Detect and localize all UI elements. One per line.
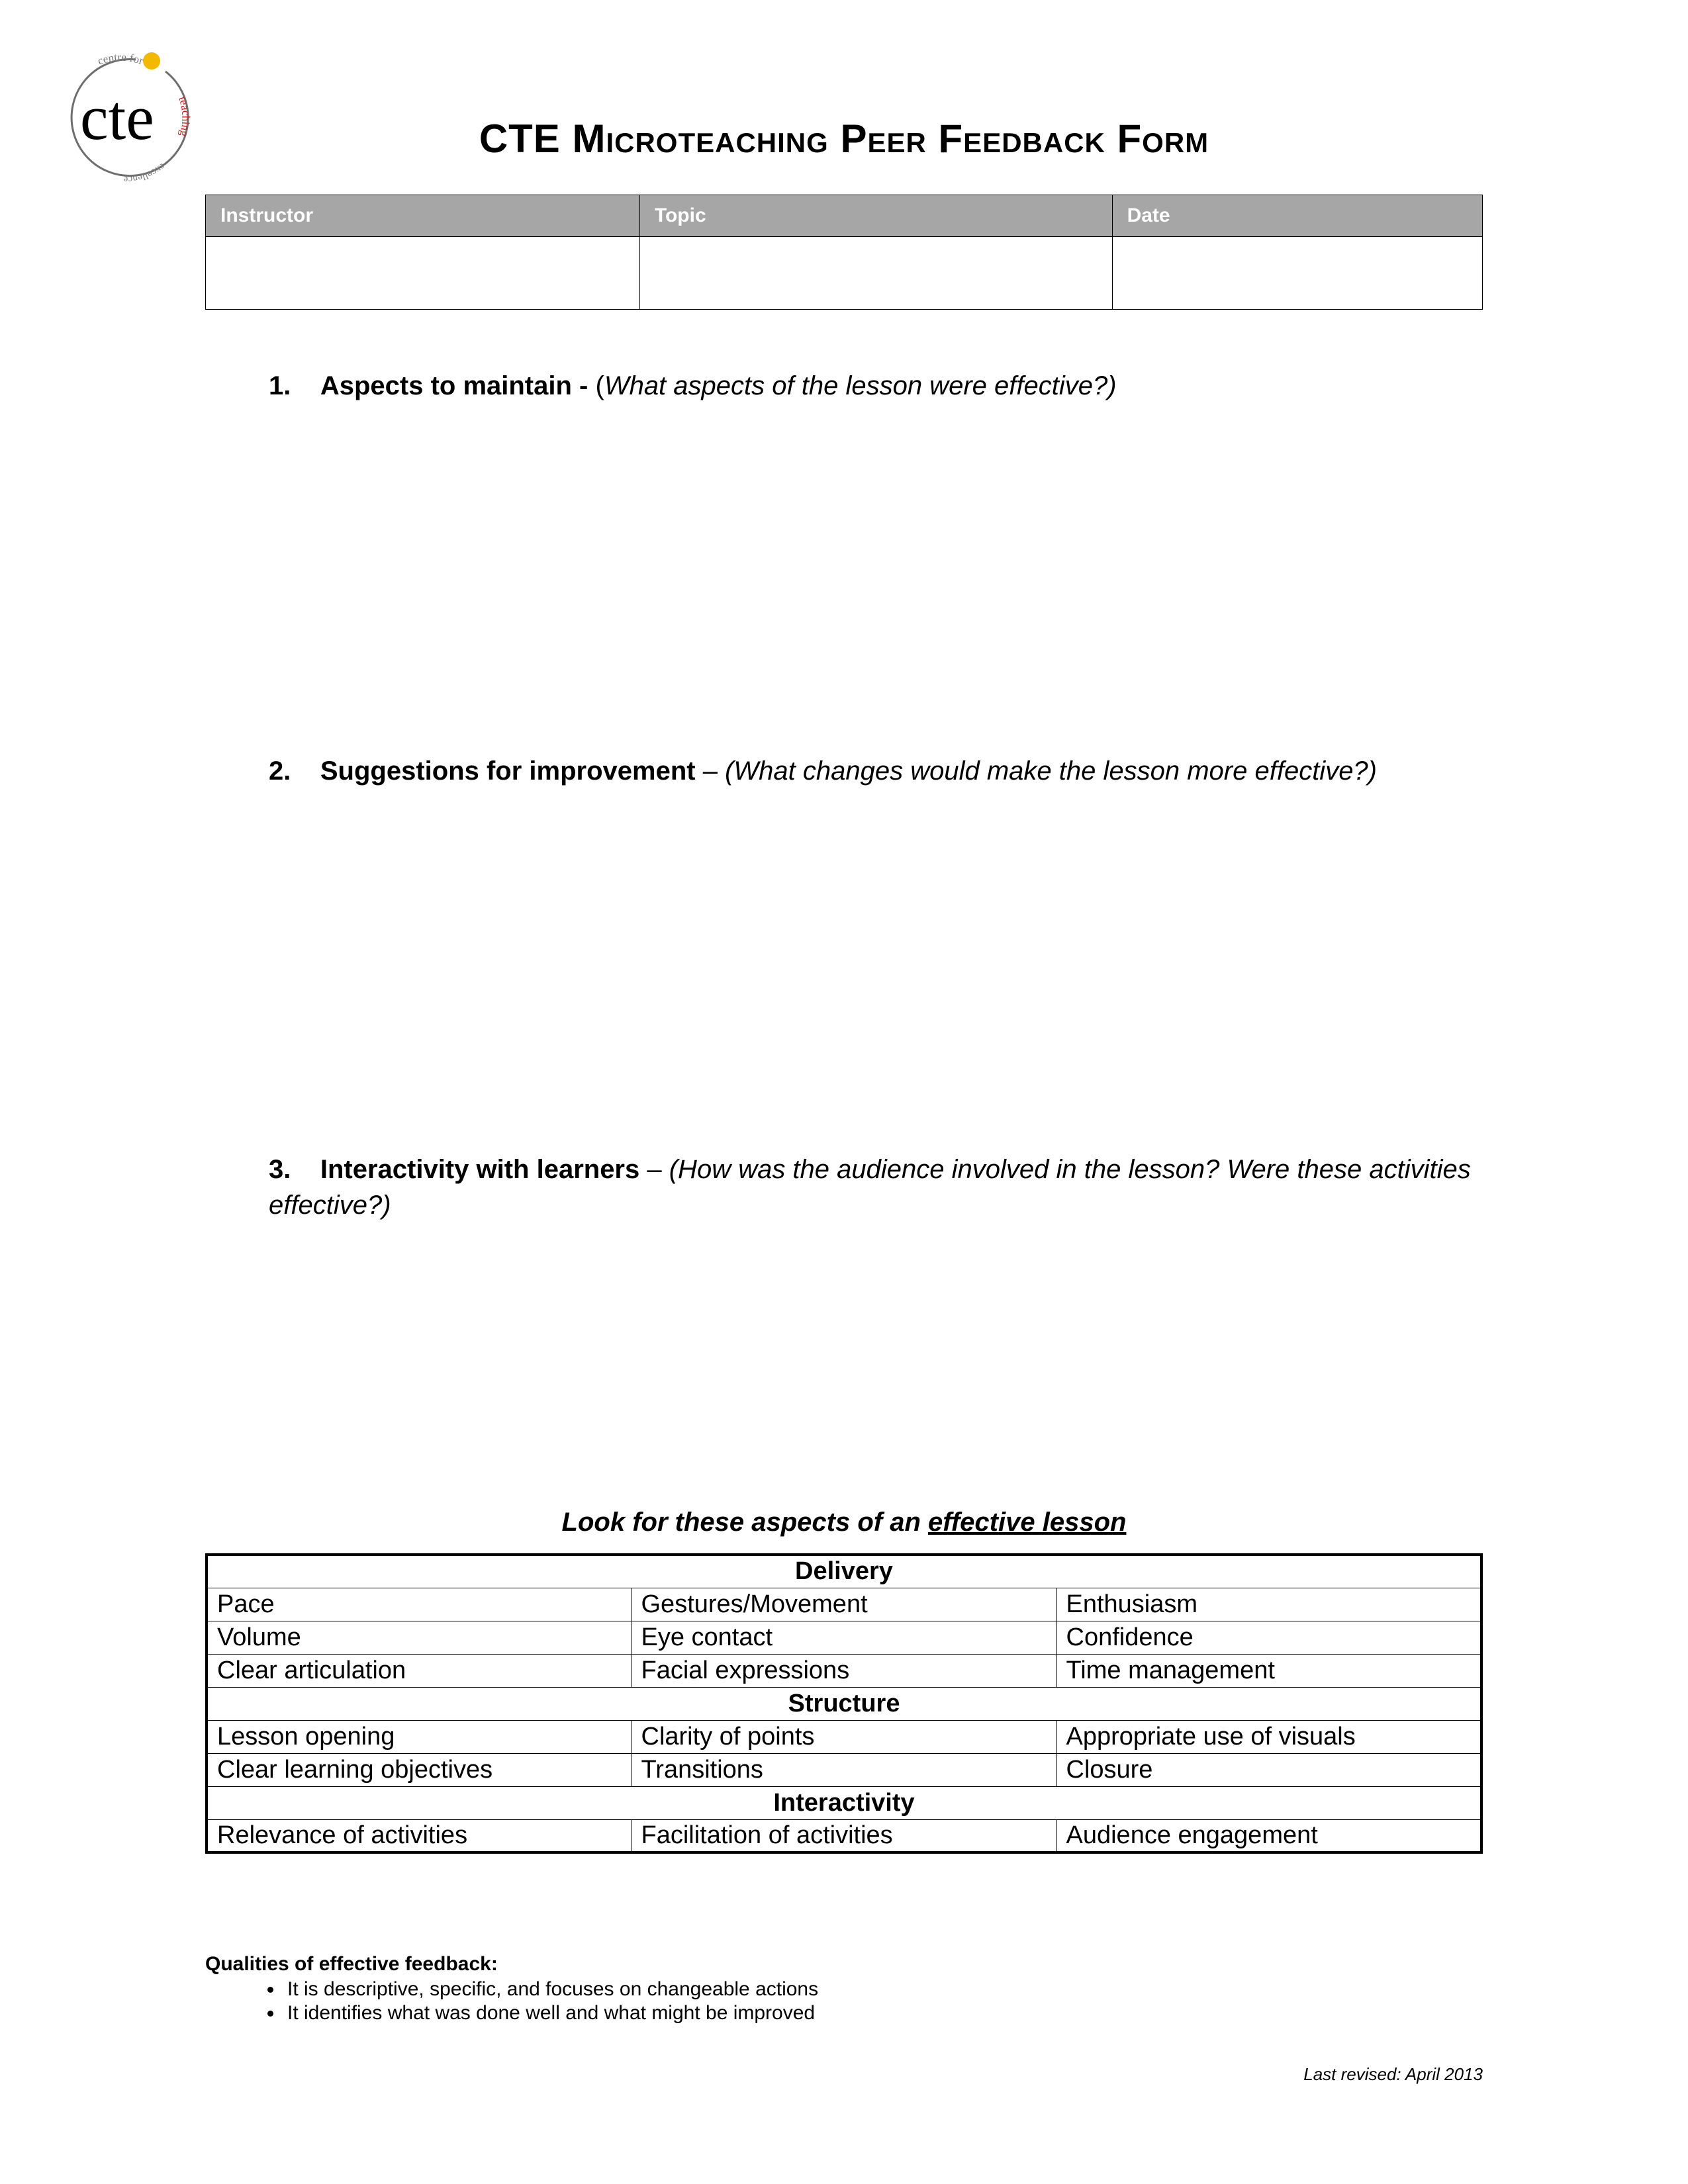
section-1: 1. Aspects to maintain - (What aspects o…: [205, 368, 1483, 404]
aspects-heading-pre: Look for these aspects of an: [562, 1508, 928, 1537]
aspects-heading: Look for these aspects of an effective l…: [205, 1508, 1483, 1537]
date-field[interactable]: [1112, 237, 1482, 310]
section-2-num: 2.: [269, 756, 291, 786]
qualities-title: Qualities of effective feedback:: [205, 1953, 1483, 1976]
aspects-cell: Gestures/Movement: [632, 1588, 1056, 1621]
aspects-cell: Time management: [1056, 1654, 1481, 1687]
page: centre for teaching excellence cte CTE M…: [0, 0, 1688, 2184]
qualities-block: Qualities of effective feedback: It is d…: [205, 1953, 1483, 2025]
section-2-desc: (What changes would make the lesson more…: [725, 756, 1377, 786]
aspects-cell: Audience engagement: [1056, 1819, 1481, 1852]
aspects-group-title: Delivery: [207, 1555, 1481, 1588]
section-2-label: Suggestions for improvement: [320, 756, 696, 786]
cte-logo: centre for teaching excellence cte: [50, 40, 202, 195]
aspects-cell: Lesson opening: [207, 1720, 632, 1753]
header-table: Instructor Topic Date: [205, 195, 1483, 310]
aspects-heading-ul: effective lesson: [928, 1508, 1126, 1537]
section-1-desc: What aspects of the lesson were effectiv…: [604, 371, 1117, 400]
svg-text:centre for: centre for: [96, 51, 146, 68]
svg-text:teaching: teaching: [176, 95, 192, 138]
section-3-space: [205, 1223, 1483, 1508]
aspects-cell: Eye contact: [632, 1621, 1056, 1654]
section-2-sep: –: [703, 756, 725, 786]
qualities-list: It is descriptive, specific, and focuses…: [283, 1978, 1483, 2025]
aspects-cell: Facilitation of activities: [632, 1819, 1056, 1852]
header-col-instructor: Instructor: [206, 195, 640, 237]
page-title: CTE Microteaching Peer Feedback Form: [479, 116, 1209, 161]
section-3: 3. Interactivity with learners – (How wa…: [205, 1152, 1483, 1223]
header-col-date: Date: [1112, 195, 1482, 237]
aspects-group-title: Structure: [207, 1687, 1481, 1720]
section-1-label: Aspects to maintain: [320, 371, 572, 400]
section-1-num: 1.: [269, 371, 291, 400]
quality-item: It identifies what was done well and wha…: [283, 2002, 1483, 2025]
title-row: CTE Microteaching Peer Feedback Form: [205, 116, 1483, 161]
aspects-cell: Facial expressions: [632, 1654, 1056, 1687]
footer-note: Last revised: April 2013: [1303, 2064, 1483, 2085]
section-1-desc-prefix: (: [595, 371, 604, 400]
aspects-cell: Clarity of points: [632, 1720, 1056, 1753]
section-2-space: [205, 789, 1483, 1093]
section-1-sep: -: [579, 371, 595, 400]
aspects-cell: Appropriate use of visuals: [1056, 1720, 1481, 1753]
aspects-cell: Closure: [1056, 1753, 1481, 1786]
aspects-cell: Clear learning objectives: [207, 1753, 632, 1786]
aspects-cell: Clear articulation: [207, 1654, 632, 1687]
svg-text:cte: cte: [80, 82, 154, 153]
aspects-cell: Relevance of activities: [207, 1819, 632, 1852]
aspects-cell: Pace: [207, 1588, 632, 1621]
aspects-cell: Enthusiasm: [1056, 1588, 1481, 1621]
section-3-sep: –: [647, 1155, 669, 1184]
aspects-table: DeliveryPaceGestures/MovementEnthusiasm V…: [205, 1553, 1483, 1854]
aspects-cell: Volume: [207, 1621, 632, 1654]
instructor-field[interactable]: [206, 237, 640, 310]
topic-field[interactable]: [639, 237, 1112, 310]
header-col-topic: Topic: [639, 195, 1112, 237]
section-1-space: [205, 404, 1483, 695]
aspects-group-title: Interactivity: [207, 1786, 1481, 1819]
section-3-label: Interactivity with learners: [320, 1155, 639, 1184]
section-2: 2. Suggestions for improvement – (What c…: [205, 753, 1483, 789]
aspects-cell: Transitions: [632, 1753, 1056, 1786]
aspects-cell: Confidence: [1056, 1621, 1481, 1654]
quality-item: It is descriptive, specific, and focuses…: [283, 1978, 1483, 2001]
svg-text:excellence: excellence: [123, 161, 167, 185]
section-3-num: 3.: [269, 1155, 291, 1184]
